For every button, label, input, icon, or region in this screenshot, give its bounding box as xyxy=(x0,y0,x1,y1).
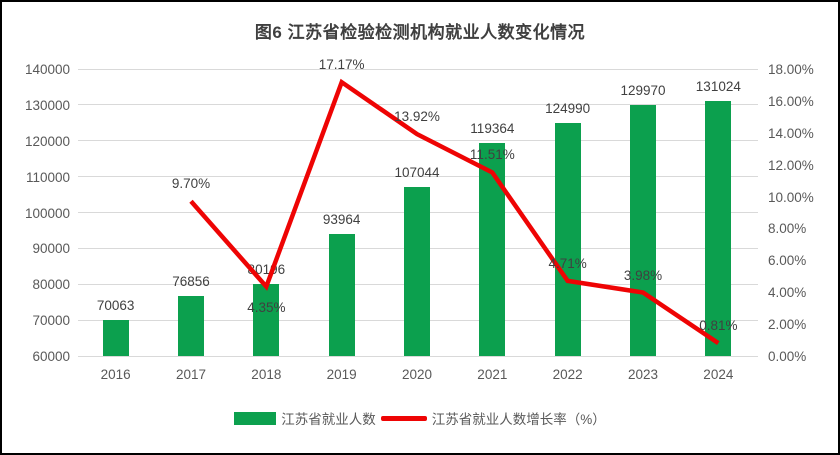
legend-item-employment: 江苏省就业人数 xyxy=(234,408,376,428)
bar-2020 xyxy=(404,187,430,356)
left-axis-tick-label: 90000 xyxy=(32,241,70,257)
line-value-label: 9.70% xyxy=(171,176,211,192)
line-value-label: 4.71% xyxy=(548,255,587,271)
right-axis-tick-label: 16.00% xyxy=(768,93,814,109)
line-value-label: 11.51% xyxy=(469,147,515,163)
right-axis-tick-label: 12.00% xyxy=(768,157,814,173)
legend: 江苏省就业人数 江苏省就业人数增长率（%） xyxy=(2,408,838,428)
x-axis-label-2019: 2019 xyxy=(326,367,357,382)
legend-label-employment: 江苏省就业人数 xyxy=(281,412,376,427)
legend-label-growth-rate: 江苏省就业人数增长率（%） xyxy=(431,412,606,427)
gridline xyxy=(78,140,758,142)
right-axis-tick-label: 14.00% xyxy=(768,125,814,141)
line-value-label: 4.35% xyxy=(247,299,286,315)
gridline xyxy=(78,68,758,70)
bar-2021 xyxy=(479,143,506,356)
left-axis-tick-label: 60000 xyxy=(32,349,70,364)
bar-value-label: 131024 xyxy=(695,79,741,95)
line-value-label: 17.17% xyxy=(318,57,365,73)
right-axis-tick-label: 0.00% xyxy=(768,349,807,364)
x-axis-label-2018: 2018 xyxy=(251,367,282,382)
legend-item-growth-rate: 江苏省就业人数增长率（%） xyxy=(380,408,606,428)
x-axis-label-2021: 2021 xyxy=(477,367,508,382)
bar-value-label: 76856 xyxy=(172,273,210,289)
left-axis-tick-label: 100000 xyxy=(24,205,70,221)
line-value-label: 3.98% xyxy=(623,267,663,283)
line-series-swatch xyxy=(380,415,427,421)
gridline xyxy=(78,355,758,357)
left-axis-tick-label: 80000 xyxy=(32,277,70,293)
gridline xyxy=(78,104,758,106)
right-axis-tick-label: 6.00% xyxy=(768,253,807,269)
x-axis-label-2022: 2022 xyxy=(552,367,583,382)
left-axis-tick-label: 120000 xyxy=(24,133,70,149)
left-axis-tick-label: 140000 xyxy=(24,62,70,77)
x-axis-label-2024: 2024 xyxy=(703,367,734,382)
bar-series-swatch xyxy=(234,411,277,425)
right-axis-tick-label: 10.00% xyxy=(768,189,814,205)
line-value-label: 0.81% xyxy=(699,318,738,334)
left-axis-tick-label: 70000 xyxy=(32,313,70,329)
bar-value-label: 119364 xyxy=(470,121,515,137)
chart-title: 图6 江苏省检验检测机构就业人数变化情况 xyxy=(254,23,586,42)
bar-value-label: 80196 xyxy=(247,261,286,277)
right-axis-tick-label: 4.00% xyxy=(768,285,807,301)
left-axis-tick-label: 130000 xyxy=(24,97,70,113)
line-value-label: 13.92% xyxy=(394,109,440,125)
bar-value-label: 107044 xyxy=(394,165,440,181)
bar-2017 xyxy=(178,295,204,356)
bar-2022 xyxy=(554,122,581,356)
x-axis-label-2023: 2023 xyxy=(627,367,659,382)
bar-2016 xyxy=(102,319,129,356)
x-axis-label-2017: 2017 xyxy=(175,367,207,382)
bar-value-label: 70063 xyxy=(96,297,135,313)
x-axis-label-2016: 2016 xyxy=(100,367,131,382)
bar-2023 xyxy=(630,104,656,356)
bar-2018 xyxy=(253,283,280,356)
right-axis-tick-label: 18.00% xyxy=(768,62,814,77)
right-axis-tick-label: 8.00% xyxy=(768,221,807,237)
bar-value-label: 124990 xyxy=(545,100,591,116)
left-axis-tick-label: 110000 xyxy=(25,169,70,185)
x-axis-label-2020: 2020 xyxy=(401,367,433,382)
right-axis-tick-label: 2.00% xyxy=(768,317,807,333)
bar-value-label: 129970 xyxy=(620,82,666,98)
bar-2019 xyxy=(328,234,355,356)
bar-value-label: 93964 xyxy=(322,212,361,228)
